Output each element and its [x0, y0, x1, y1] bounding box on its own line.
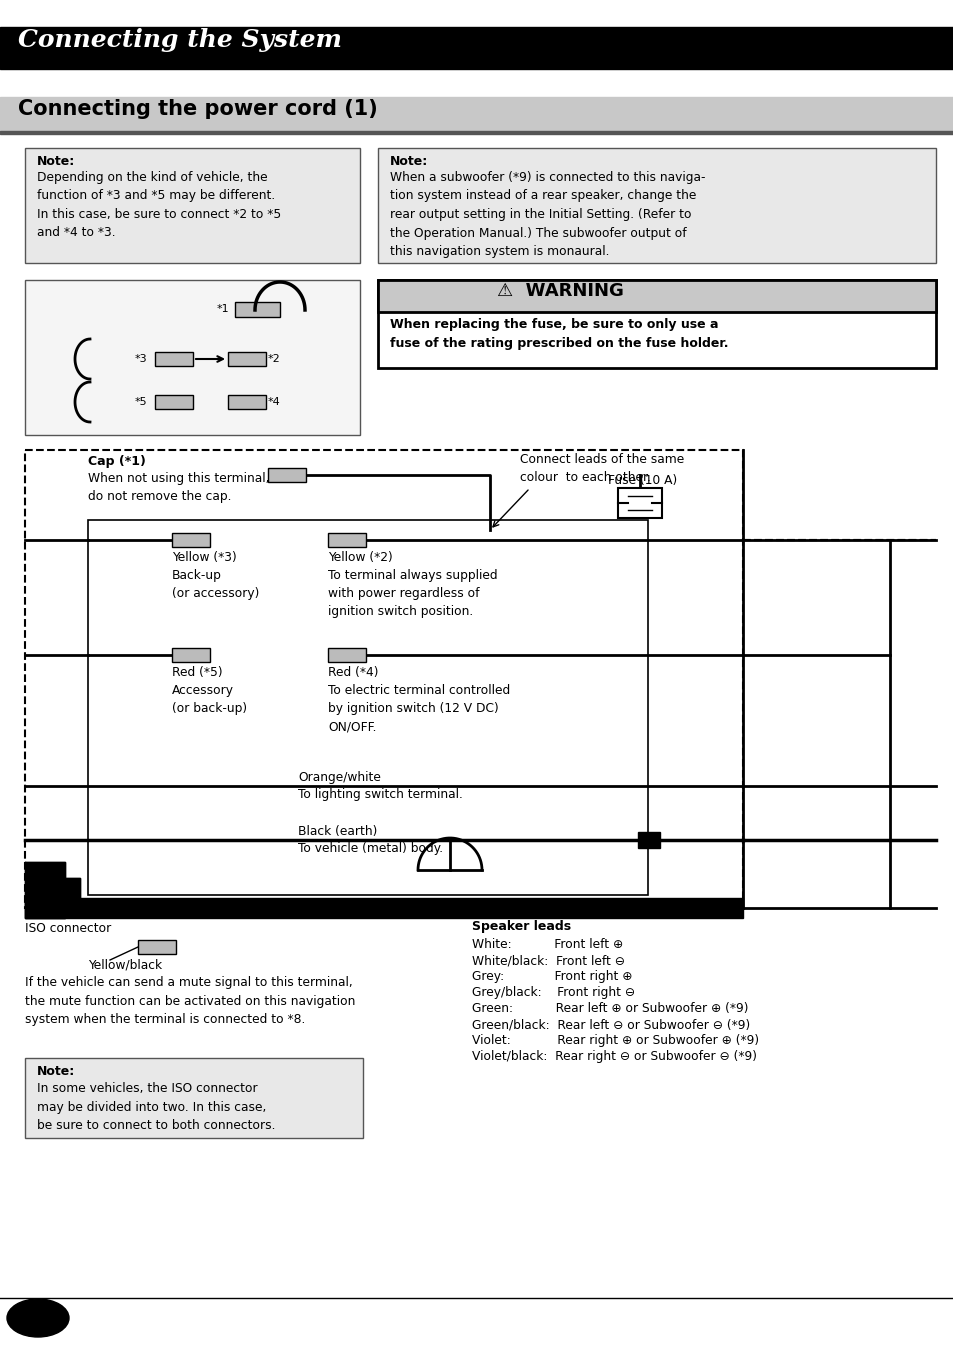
FancyBboxPatch shape: [25, 898, 742, 917]
FancyBboxPatch shape: [377, 280, 935, 312]
Text: Depending on the kind of vehicle, the
function of *3 and *5 may be different.
In: Depending on the kind of vehicle, the fu…: [37, 171, 281, 240]
FancyBboxPatch shape: [25, 148, 359, 263]
FancyBboxPatch shape: [377, 148, 935, 263]
Text: When not using this terminal,
do not remove the cap.: When not using this terminal, do not rem…: [88, 472, 269, 503]
Text: When a subwoofer (*9) is connected to this naviga-
tion system instead of a rear: When a subwoofer (*9) is connected to th…: [390, 171, 705, 257]
Text: Red (*4)
To electric terminal controlled
by ignition switch (12 V DC)
ON/OFF.: Red (*4) To electric terminal controlled…: [328, 667, 510, 733]
FancyBboxPatch shape: [377, 280, 935, 369]
Text: To vehicle (metal) body.: To vehicle (metal) body.: [297, 841, 442, 855]
Text: *5: *5: [135, 397, 148, 406]
FancyBboxPatch shape: [228, 352, 266, 366]
Text: Grey/black:    Front right ⊖: Grey/black: Front right ⊖: [472, 986, 635, 999]
FancyBboxPatch shape: [25, 1058, 363, 1138]
Text: Violet:            Rear right ⊕ or Subwoofer ⊕ (*9): Violet: Rear right ⊕ or Subwoofer ⊕ (*9): [472, 1034, 759, 1047]
Text: Cap (*1): Cap (*1): [88, 455, 146, 467]
Text: Red (*5)
Accessory
(or back-up): Red (*5) Accessory (or back-up): [172, 667, 247, 715]
Text: ISO connector: ISO connector: [25, 921, 112, 935]
FancyBboxPatch shape: [268, 467, 306, 482]
Text: Fuse (10 A): Fuse (10 A): [607, 474, 677, 486]
Text: Orange/white: Orange/white: [297, 771, 380, 785]
FancyBboxPatch shape: [25, 450, 742, 908]
Text: *1: *1: [216, 304, 230, 314]
Text: Yellow (*3)
Back-up
(or accessory): Yellow (*3) Back-up (or accessory): [172, 551, 259, 600]
Text: Note:: Note:: [390, 154, 428, 168]
Text: 9: 9: [31, 1309, 45, 1327]
Text: *4: *4: [268, 397, 280, 406]
Text: To lighting switch terminal.: To lighting switch terminal.: [297, 789, 462, 801]
Text: Yellow/black: Yellow/black: [88, 958, 162, 972]
FancyBboxPatch shape: [328, 648, 366, 663]
Text: In some vehicles, the ISO connector
may be divided into two. In this case,
be su: In some vehicles, the ISO connector may …: [37, 1083, 275, 1131]
FancyBboxPatch shape: [618, 488, 661, 518]
FancyBboxPatch shape: [638, 832, 659, 848]
FancyBboxPatch shape: [0, 131, 953, 134]
Text: Green/black:  Rear left ⊖ or Subwoofer ⊖ (*9): Green/black: Rear left ⊖ or Subwoofer ⊖ …: [472, 1018, 749, 1031]
FancyBboxPatch shape: [88, 520, 647, 896]
Text: Note:: Note:: [37, 1065, 75, 1079]
FancyBboxPatch shape: [154, 396, 193, 409]
FancyBboxPatch shape: [25, 280, 359, 435]
Polygon shape: [25, 862, 80, 917]
Text: Black (earth): Black (earth): [297, 825, 377, 837]
Text: Connecting the System: Connecting the System: [18, 28, 341, 51]
Text: Green:           Rear left ⊕ or Subwoofer ⊕ (*9): Green: Rear left ⊕ or Subwoofer ⊕ (*9): [472, 1001, 748, 1015]
Text: If the vehicle can send a mute signal to this terminal,
the mute function can be: If the vehicle can send a mute signal to…: [25, 976, 355, 1026]
Ellipse shape: [7, 1299, 69, 1337]
Text: Grey:             Front right ⊕: Grey: Front right ⊕: [472, 970, 632, 982]
Text: Speaker leads: Speaker leads: [472, 920, 571, 934]
FancyBboxPatch shape: [138, 940, 175, 954]
FancyBboxPatch shape: [172, 648, 210, 663]
FancyBboxPatch shape: [172, 533, 210, 547]
Text: Note:: Note:: [37, 154, 75, 168]
FancyBboxPatch shape: [328, 533, 366, 547]
Text: *2: *2: [268, 354, 280, 364]
FancyBboxPatch shape: [228, 396, 266, 409]
Text: When replacing the fuse, be sure to only use a
fuse of the rating prescribed on : When replacing the fuse, be sure to only…: [390, 318, 728, 350]
Text: Connecting the power cord (1): Connecting the power cord (1): [18, 99, 377, 119]
FancyBboxPatch shape: [0, 98, 953, 131]
Text: *3: *3: [135, 354, 148, 364]
Text: ⚠  WARNING: ⚠ WARNING: [497, 282, 622, 299]
FancyBboxPatch shape: [0, 27, 953, 69]
Text: White/black:  Front left ⊖: White/black: Front left ⊖: [472, 954, 624, 967]
Text: Yellow (*2)
To terminal always supplied
with power regardless of
ignition switch: Yellow (*2) To terminal always supplied …: [328, 551, 497, 618]
Text: Violet/black:  Rear right ⊖ or Subwoofer ⊖ (*9): Violet/black: Rear right ⊖ or Subwoofer …: [472, 1050, 757, 1064]
FancyBboxPatch shape: [234, 302, 280, 317]
FancyBboxPatch shape: [154, 352, 193, 366]
Text: White:           Front left ⊕: White: Front left ⊕: [472, 938, 622, 951]
Text: Connect leads of the same
colour  to each other.: Connect leads of the same colour to each…: [519, 453, 683, 484]
